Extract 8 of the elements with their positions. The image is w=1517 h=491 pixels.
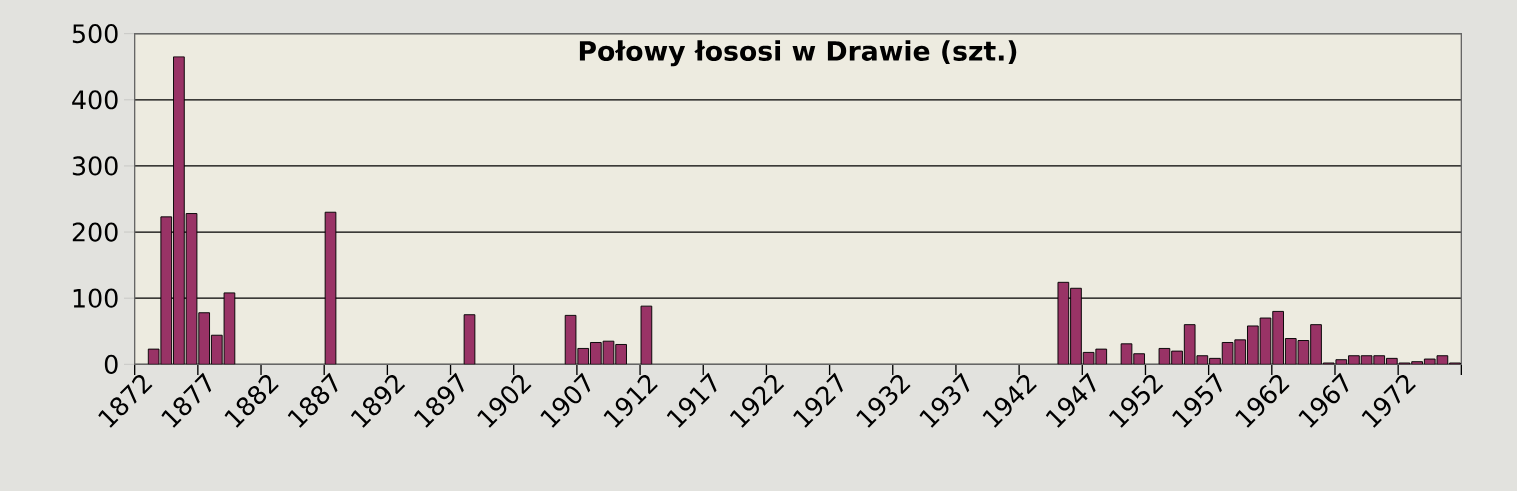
bar bbox=[463, 314, 476, 365]
y-tick-label: 500 bbox=[72, 24, 118, 44]
y-tick-label: 400 bbox=[72, 90, 118, 110]
y-tick-label: 0 bbox=[104, 354, 118, 374]
y-tick-label: 300 bbox=[72, 156, 118, 176]
chart-title: Połowy łososi w Drawie (szt.) bbox=[579, 40, 1017, 67]
y-tick-label: 200 bbox=[72, 222, 118, 242]
y-tick-label: 100 bbox=[73, 288, 118, 308]
